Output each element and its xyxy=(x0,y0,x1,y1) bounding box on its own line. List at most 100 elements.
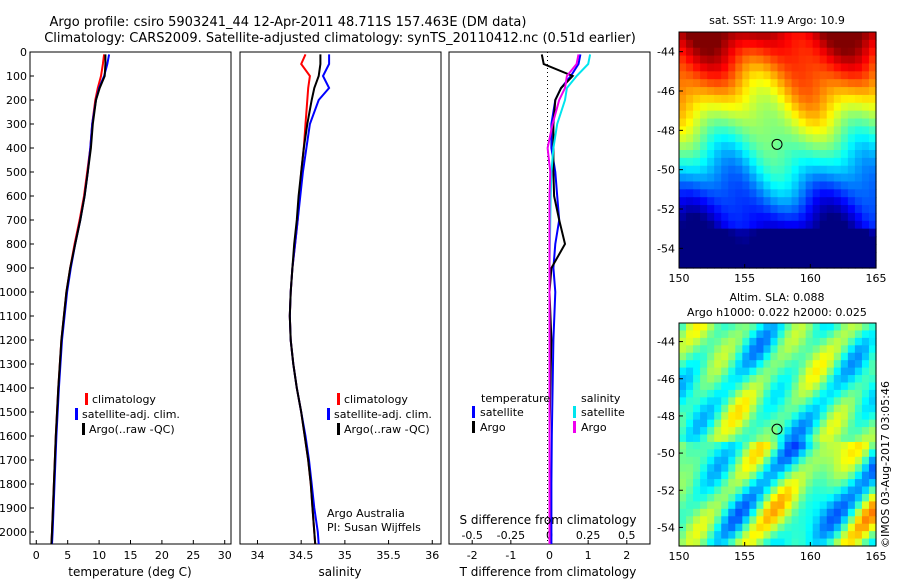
map-cell xyxy=(763,165,772,175)
map-cell xyxy=(686,427,694,436)
map-cell xyxy=(686,471,694,480)
map-cell xyxy=(721,142,729,151)
map-cell xyxy=(791,181,800,190)
map-cell xyxy=(749,337,757,346)
map-cell xyxy=(784,197,793,206)
map-cell xyxy=(861,102,870,112)
map-cell xyxy=(868,330,877,339)
map-cell xyxy=(721,508,729,517)
map-cell xyxy=(791,479,800,488)
map-cell xyxy=(714,71,722,80)
map-cell xyxy=(868,538,877,547)
map-cell xyxy=(756,464,765,473)
map-cell xyxy=(826,464,835,473)
map-cell xyxy=(819,330,828,339)
map-cell xyxy=(812,252,821,261)
map-cell xyxy=(812,419,821,428)
map-cell xyxy=(728,197,736,206)
map-cell xyxy=(819,236,828,245)
map-cell xyxy=(798,337,807,346)
map-cell xyxy=(721,55,729,65)
map-cell xyxy=(763,205,772,214)
map-cell xyxy=(756,142,765,151)
map-y-tick-label: -50 xyxy=(657,164,675,177)
map-cell xyxy=(742,126,750,135)
map-cell xyxy=(686,486,694,495)
map-cell xyxy=(721,87,729,96)
map-cell xyxy=(847,32,856,41)
map-cell xyxy=(861,486,870,495)
map-cell xyxy=(728,71,736,80)
depth-tick-label: 300 xyxy=(6,118,27,131)
map-cell xyxy=(749,87,757,96)
map-cell xyxy=(763,118,772,127)
map-cell xyxy=(833,244,842,253)
depth-tick-label: 1100 xyxy=(0,310,27,323)
map-cell xyxy=(735,142,743,151)
map-cell xyxy=(686,479,694,488)
map-cell xyxy=(791,323,800,332)
map-x-tick-label: 150 xyxy=(669,272,690,285)
map-cell xyxy=(679,212,687,222)
map-cell xyxy=(686,39,694,49)
map-cell xyxy=(679,508,687,517)
map-cell xyxy=(742,244,750,253)
map-cell xyxy=(756,375,765,384)
map-cell xyxy=(742,427,750,436)
x2-tick-label: -0.25 xyxy=(497,529,525,542)
map-cell xyxy=(714,220,722,230)
map-cell xyxy=(728,508,736,517)
map-cell xyxy=(770,375,779,384)
map-cell xyxy=(812,441,821,450)
map-cell xyxy=(735,375,743,384)
map-cell xyxy=(728,493,736,502)
map-cell xyxy=(847,538,856,547)
map-cell xyxy=(693,212,701,222)
map-cell xyxy=(854,110,863,120)
map-cell xyxy=(749,134,757,143)
map-cell xyxy=(847,165,856,175)
map-cell xyxy=(777,441,786,450)
map-cell xyxy=(826,142,835,151)
map-cell xyxy=(847,419,856,428)
map-cell xyxy=(679,382,687,391)
map-cell xyxy=(805,150,814,159)
map-cell xyxy=(714,345,722,354)
map-cell xyxy=(847,79,856,88)
map-cell xyxy=(763,360,772,369)
map-cell xyxy=(700,157,708,167)
map-cell xyxy=(770,228,779,238)
map-cell xyxy=(791,220,800,230)
x-tick-label: 0 xyxy=(546,549,553,562)
map-cell xyxy=(728,150,736,159)
map-cell xyxy=(826,375,835,384)
map-cell xyxy=(819,419,828,428)
map-cell xyxy=(735,71,743,80)
map-cell xyxy=(854,419,863,428)
map-cell xyxy=(805,419,814,428)
map-cell xyxy=(798,126,807,135)
map-cell xyxy=(735,501,743,510)
map-cell xyxy=(777,375,786,384)
temperature-profile-panel: 0100200300400500600700800900100011001200… xyxy=(0,46,232,579)
map-cell xyxy=(805,228,814,238)
map-cell xyxy=(749,197,757,206)
map-cell xyxy=(833,352,842,361)
map-cell xyxy=(798,479,807,488)
map-cell xyxy=(693,260,701,269)
map-cell xyxy=(833,479,842,488)
map-cell xyxy=(686,538,694,547)
map-cell xyxy=(742,197,750,206)
map-cell xyxy=(847,134,856,143)
map-cell xyxy=(686,531,694,540)
series-line-salinity-argo xyxy=(546,54,580,544)
map-cell xyxy=(833,531,842,540)
map-cell xyxy=(805,157,814,167)
map-cell xyxy=(868,110,877,120)
map-cell xyxy=(826,419,835,428)
map-cell xyxy=(763,486,772,495)
map-cell xyxy=(763,516,772,525)
map-cell xyxy=(721,464,729,473)
map-cell xyxy=(679,134,687,143)
map-cell xyxy=(721,252,729,261)
